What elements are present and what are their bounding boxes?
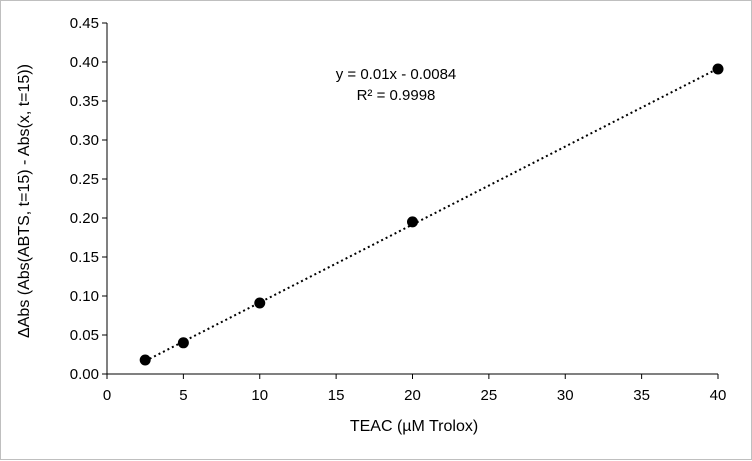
y-tick-label: 0.40	[70, 54, 99, 71]
data-point	[177, 337, 189, 349]
data-point	[712, 63, 724, 75]
y-tick-label: 0.25	[70, 171, 99, 188]
trendline	[144, 67, 719, 362]
y-axis-title: ΔAbs (Abs(ABTS, t=15) - Abs(x, t=15))	[16, 64, 33, 338]
x-tick-label: 10	[251, 387, 268, 404]
x-tick-label: 15	[328, 387, 345, 404]
x-axis-title: TEAC (µM Trolox)	[350, 418, 478, 435]
x-tick-label: 20	[404, 387, 421, 404]
y-tick-label: 0.30	[70, 132, 99, 149]
x-tick-label: 5	[179, 387, 187, 404]
y-tick-label: 0.05	[70, 327, 99, 344]
y-tick-label: 0.15	[70, 249, 99, 266]
x-tick-label: 35	[633, 387, 650, 404]
data-points	[139, 63, 724, 366]
y-tick-label: 0.10	[70, 288, 99, 305]
x-axis-ticks: 0 5 10 15 20 25 30 35 40	[103, 374, 727, 404]
x-tick-label: 25	[481, 387, 498, 404]
trendline-equation: y = 0.01x - 0.0084	[336, 66, 457, 83]
data-point	[139, 354, 151, 366]
x-tick-label: 40	[710, 387, 727, 404]
y-axis-ticks: 0.00 0.05 0.10 0.15 0.20 0.25 0.30 0.35 0.40 0.45	[70, 15, 107, 383]
data-point	[407, 216, 418, 228]
data-point	[254, 297, 266, 309]
r-squared-label: R² = 0.9998	[357, 87, 436, 104]
y-tick-label: 0.20	[70, 210, 99, 227]
x-tick-label: 30	[557, 387, 574, 404]
y-tick-label: 0.00	[70, 366, 99, 383]
y-tick-label: 0.45	[70, 15, 99, 32]
x-tick-label: 0	[103, 387, 111, 404]
y-tick-label: 0.35	[70, 93, 99, 110]
